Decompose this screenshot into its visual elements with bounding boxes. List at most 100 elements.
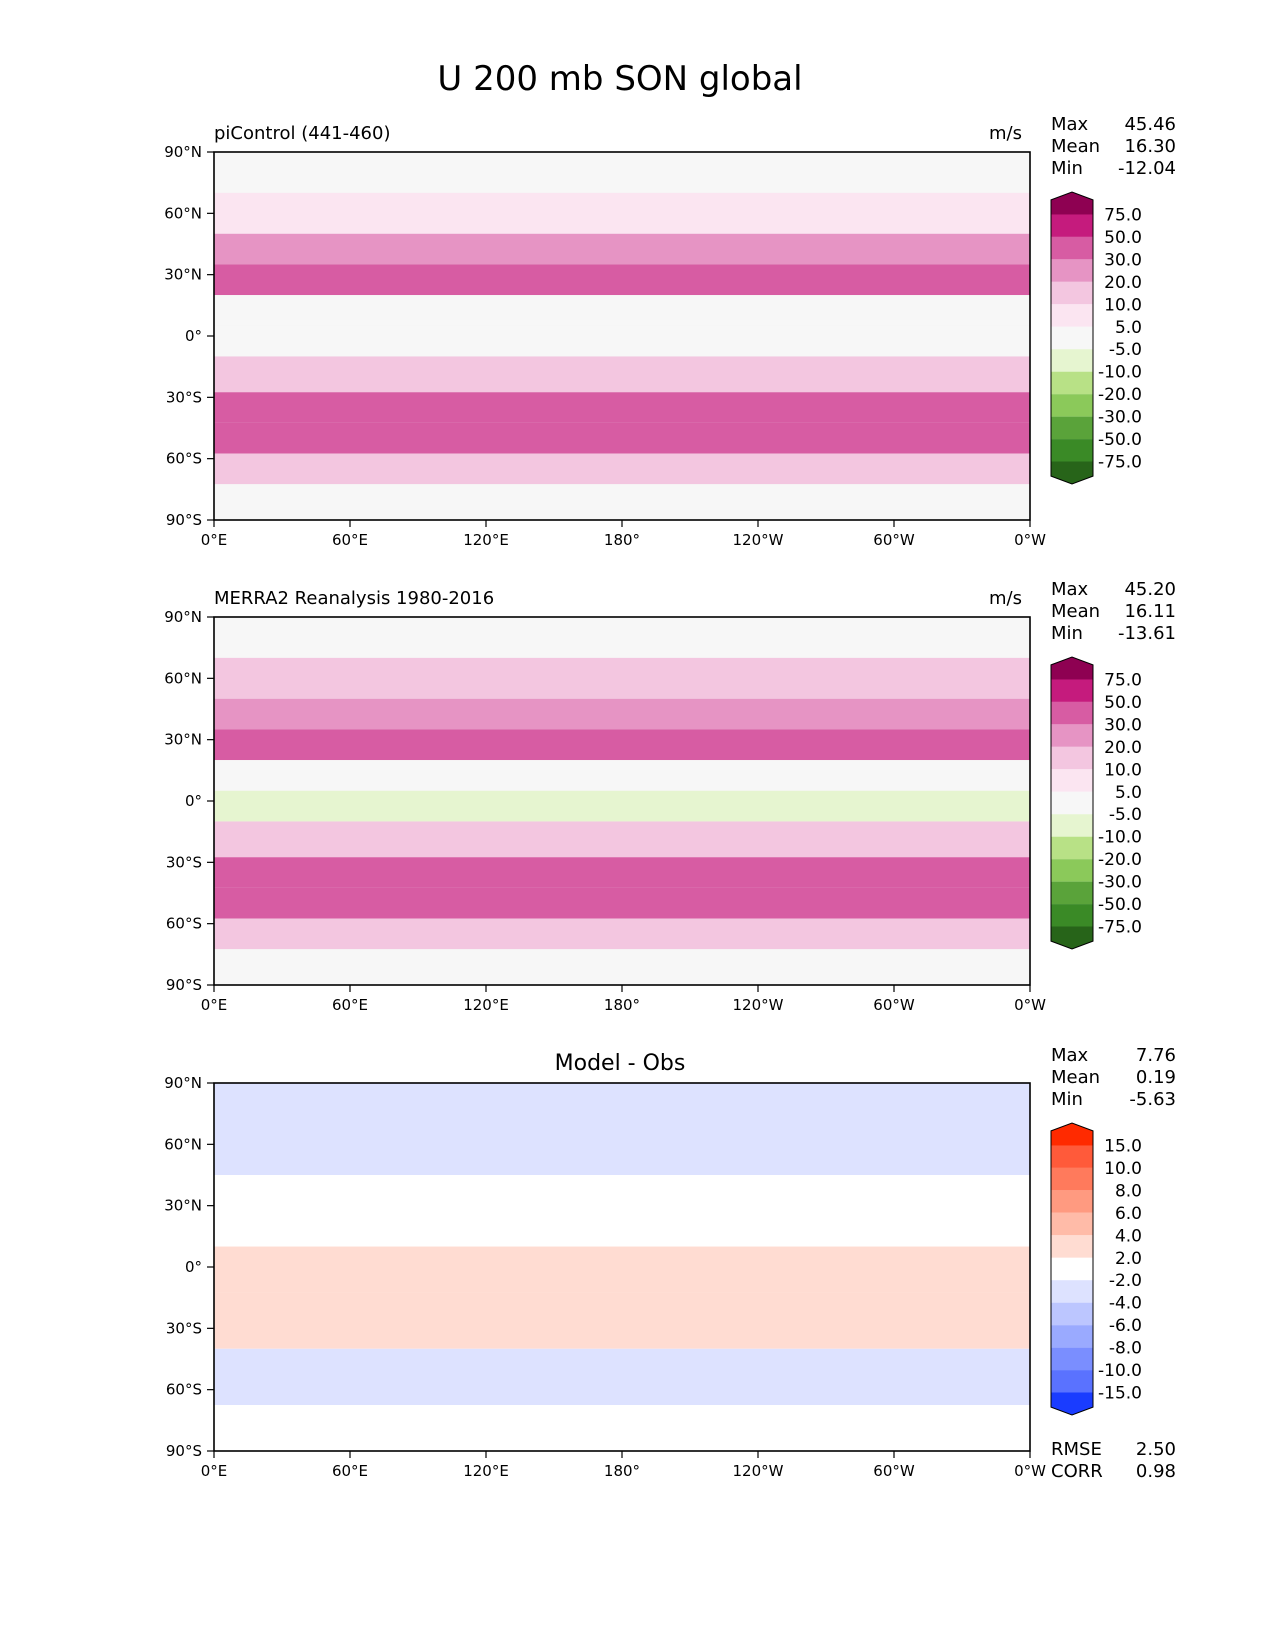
colorbar-outline (1050, 1122, 1094, 1416)
colorbar-segment (1051, 791, 1093, 815)
colorbar-label: 20.0 (1104, 738, 1142, 758)
colorbar-label: 5.0 (1115, 783, 1142, 803)
x-tick-label: 60°E (332, 996, 368, 1014)
field-band (214, 264, 1030, 296)
colorbar-label: -75.0 (1098, 918, 1142, 938)
y-tick-label: 90°S (166, 976, 202, 994)
colorbar-label: 20.0 (1104, 273, 1142, 293)
field-band (214, 325, 1030, 357)
panel-merra2: MERRA2 Reanalysis 1980-2016 m/s 0°E 60°E 1… (164, 579, 1176, 1014)
colorbar-segment (1051, 304, 1093, 327)
stat-label: Max (1051, 579, 1089, 600)
y-tick-label: 30°S (166, 853, 202, 871)
x-tick-label: 180° (604, 1462, 640, 1480)
colorbar-label: -20.0 (1098, 850, 1142, 870)
colorbar-segment (1051, 1325, 1093, 1348)
field-band (214, 1348, 1030, 1405)
stat-label: Mean (1051, 1067, 1100, 1088)
field-band (214, 887, 1030, 919)
stat-value: 0.19 (1136, 1067, 1176, 1088)
stat-label: Min (1051, 1089, 1083, 1110)
colorbar: 75.0 50.030.0 20.010.0 5.0-5.0 -10.0-20.0 -30… (1050, 656, 1142, 950)
colorbar-label: 10.0 (1104, 295, 1142, 315)
stat-label: Min (1051, 158, 1083, 179)
colorbar-segment (1051, 657, 1093, 680)
colorbar-segment (1051, 1167, 1093, 1191)
colorbar-segment (1051, 679, 1093, 702)
y-tick-label: 60°N (164, 204, 202, 222)
field-band (214, 1246, 1030, 1293)
x-tick-label: 60°W (873, 996, 915, 1014)
field-band (214, 392, 1030, 423)
colorbar-segment (1051, 461, 1093, 484)
colorbar-segment (1051, 259, 1093, 282)
field-band (214, 949, 1030, 985)
x-tick-label: 60°W (873, 531, 915, 549)
colorbar-segment (1051, 371, 1093, 395)
y-tick-label: 60°S (166, 915, 202, 933)
map-field (214, 617, 1030, 985)
x-tick-label: 120°W (733, 1462, 784, 1480)
colorbar-label: -8.0 (1109, 1339, 1142, 1359)
field-band (214, 918, 1030, 950)
stat-value: 16.30 (1124, 136, 1176, 157)
colorbar-label: 5.0 (1115, 318, 1142, 338)
metric-label: RMSE (1051, 1439, 1102, 1460)
y-tick-label: 90°N (164, 608, 202, 626)
y-tick-label: 90°S (166, 511, 202, 529)
y-tick-label: 90°S (166, 1442, 202, 1460)
field-band (214, 1405, 1030, 1451)
colorbar-segment (1051, 1235, 1093, 1258)
colorbar-label: -5.0 (1109, 805, 1142, 825)
y-tick-label: 30°N (164, 1197, 202, 1215)
colorbar-label: -6.0 (1109, 1316, 1142, 1336)
y-tick-label: 30°N (164, 731, 202, 749)
y-tick-label: 0° (185, 327, 202, 345)
panel-title: MERRA2 Reanalysis 1980-2016 (214, 588, 494, 609)
colorbar-segment (1051, 769, 1093, 792)
map-field (214, 152, 1030, 520)
y-tick-label: 90°N (164, 1074, 202, 1092)
stat-value: 16.11 (1124, 601, 1176, 622)
stat-label: Mean (1051, 601, 1100, 622)
colorbar-label: -50.0 (1098, 430, 1142, 450)
field-band (214, 729, 1030, 761)
colorbar-label: 4.0 (1115, 1226, 1142, 1246)
colorbar-segment (1051, 1257, 1093, 1281)
stat-value: 45.46 (1124, 114, 1176, 135)
y-tick-label: 60°S (166, 450, 202, 468)
field-band (214, 233, 1030, 265)
field-band (214, 484, 1030, 520)
colorbar: 75.0 50.030.0 20.010.0 5.0-5.0 -10.0-20.0 -30… (1050, 191, 1142, 485)
y-tick-label: 0° (185, 792, 202, 810)
x-tick-label: 0°W (1014, 996, 1046, 1014)
colorbar-segment (1051, 746, 1093, 770)
stat-value: -12.04 (1118, 158, 1176, 179)
y-tick-label: 0° (185, 1258, 202, 1276)
colorbar-segment (1051, 1280, 1093, 1303)
colorbar-segment (1051, 1302, 1093, 1326)
colorbar-label: -10.0 (1098, 1361, 1142, 1381)
y-tick-label: 60°N (164, 1135, 202, 1153)
colorbar-label: 2.0 (1115, 1249, 1142, 1269)
stat-value: 45.20 (1124, 579, 1176, 600)
panel-picontrol: piControl (441-460) m/s 0°E 60°E 120°E 180°… (164, 114, 1176, 549)
x-tick-label: 60°E (332, 531, 368, 549)
x-tick-label: 0°E (201, 996, 228, 1014)
y-tick-label: 60°S (166, 1381, 202, 1399)
x-tick-label: 180° (604, 531, 640, 549)
panel-title: Model - Obs (555, 1051, 686, 1076)
colorbar-segment (1051, 192, 1093, 215)
colorbar-segment (1051, 416, 1093, 440)
field-band (214, 453, 1030, 485)
field-band (214, 1292, 1030, 1349)
x-tick-label: 0°W (1014, 1462, 1046, 1480)
colorbar-segment (1051, 859, 1093, 882)
field-band (214, 1175, 1030, 1247)
colorbar-segment (1051, 1212, 1093, 1236)
colorbar-segment (1051, 394, 1093, 417)
colorbar-segment (1051, 1392, 1093, 1415)
y-tick-label: 30°N (164, 266, 202, 284)
colorbar-segment (1051, 926, 1093, 949)
